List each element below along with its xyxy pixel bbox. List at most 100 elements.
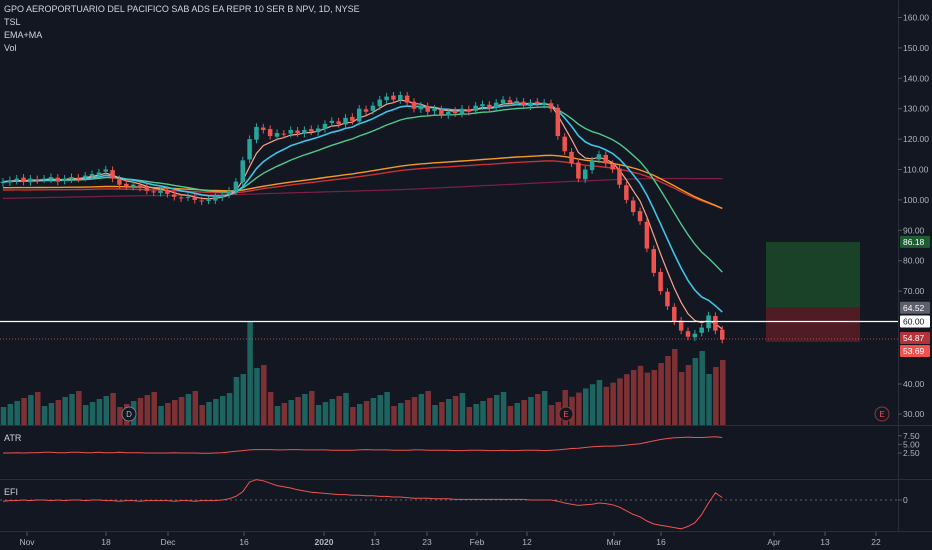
- candle: [720, 329, 725, 340]
- efi-label[interactable]: EFI: [4, 487, 19, 497]
- volume-bar: [343, 393, 349, 425]
- candle: [678, 320, 684, 331]
- candle: [528, 102, 533, 107]
- time-tick-label: 23: [422, 537, 432, 547]
- volume-bar: [76, 391, 82, 425]
- badge-stop: 54.87: [903, 333, 925, 343]
- volume-bar: [336, 396, 342, 425]
- time-tick-label: 16: [656, 537, 666, 547]
- candle: [439, 109, 444, 115]
- target-zone: [766, 241, 860, 308]
- candle: [541, 102, 547, 105]
- candle: [699, 327, 704, 333]
- atr-tick-label: 7.50: [903, 431, 920, 441]
- candle: [14, 178, 19, 181]
- indicator-vol[interactable]: Vol: [4, 43, 17, 53]
- candle: [103, 169, 108, 172]
- candle: [7, 180, 13, 183]
- candle: [240, 160, 245, 183]
- candle: [446, 111, 451, 116]
- volume-bar: [89, 402, 96, 425]
- event-marker: [874, 406, 890, 422]
- badge-entry: 64.52: [903, 303, 925, 313]
- volume-bar: [48, 403, 55, 425]
- candle: [281, 133, 287, 135]
- candle: [596, 154, 602, 160]
- candle: [206, 199, 211, 201]
- candle: [603, 154, 609, 164]
- volume-bar: [384, 392, 390, 425]
- candle: [309, 129, 314, 132]
- candle: [363, 109, 369, 112]
- badge-line: 60.00: [903, 317, 925, 327]
- badge-last-bg: [900, 345, 930, 357]
- volume-bar: [21, 398, 27, 425]
- volume-bar: [425, 391, 431, 425]
- candle: [487, 104, 492, 109]
- volume-bar: [370, 398, 377, 425]
- time-tick-label: 16: [239, 537, 249, 547]
- atr-tick-label: 5.00: [903, 439, 920, 449]
- candle: [185, 196, 191, 198]
- candle: [110, 170, 115, 179]
- candle: [617, 168, 622, 185]
- volume-bar: [637, 365, 644, 425]
- volume-bar: [62, 397, 68, 425]
- symbol-title[interactable]: GPO AEROPORTUARIO DEL PACIFICO SAB ADS E…: [4, 4, 360, 14]
- volume-bar: [322, 402, 329, 425]
- price-tick-label: 30.00: [903, 409, 925, 419]
- candle: [82, 175, 88, 178]
- candle: [28, 178, 33, 183]
- candle: [658, 271, 663, 292]
- volume-bar: [295, 397, 301, 425]
- volume-bar: [69, 394, 75, 425]
- candle: [267, 129, 273, 137]
- volume-bar: [699, 351, 705, 425]
- candle: [130, 184, 136, 187]
- volume-bar: [624, 374, 630, 425]
- candle: [473, 105, 478, 111]
- badge-stop-bg: [900, 332, 930, 344]
- volume-bar: [487, 398, 493, 425]
- indicator-ema-ma[interactable]: EMA+MA: [4, 30, 43, 40]
- event-marker-label: D: [126, 410, 132, 419]
- candle: [254, 126, 259, 140]
- volume-bar: [199, 405, 205, 425]
- volume-bar: [459, 393, 466, 425]
- volume-bar: [35, 392, 41, 425]
- candle: [493, 102, 499, 108]
- time-tick-label: 2020: [315, 537, 334, 547]
- candle: [404, 95, 410, 103]
- event-marker-label: E: [563, 410, 568, 419]
- candle: [452, 110, 458, 114]
- candle: [425, 106, 430, 112]
- candle: [672, 306, 677, 322]
- candle: [569, 151, 574, 164]
- atr-line: [3, 436, 723, 454]
- volume-bar: [514, 403, 520, 425]
- candle: [391, 95, 396, 100]
- candle: [55, 177, 61, 182]
- volume-bar: [274, 406, 281, 425]
- volume-bar: [247, 321, 253, 425]
- time-tick-label: Dec: [160, 537, 176, 547]
- volume-bar: [555, 402, 562, 425]
- volume-bar: [528, 397, 534, 425]
- badge-last: 53.69: [903, 346, 925, 356]
- volume-bar: [480, 401, 486, 425]
- price-tick-label: 130.00: [903, 104, 929, 114]
- candle: [62, 178, 67, 181]
- volume-bar: [350, 407, 356, 425]
- candle: [370, 105, 376, 111]
- volume-bar: [356, 404, 363, 425]
- volume-bar: [452, 396, 459, 425]
- volume-bar: [377, 395, 383, 425]
- candle: [548, 103, 554, 109]
- indicator-tsl[interactable]: TSL: [4, 17, 21, 27]
- atr-label[interactable]: ATR: [4, 433, 22, 443]
- candle: [692, 333, 698, 338]
- badge-target-bg: [900, 235, 930, 248]
- volume-bar: [55, 400, 62, 425]
- volume-bar: [206, 402, 212, 425]
- price-tick-label: 140.00: [903, 73, 929, 83]
